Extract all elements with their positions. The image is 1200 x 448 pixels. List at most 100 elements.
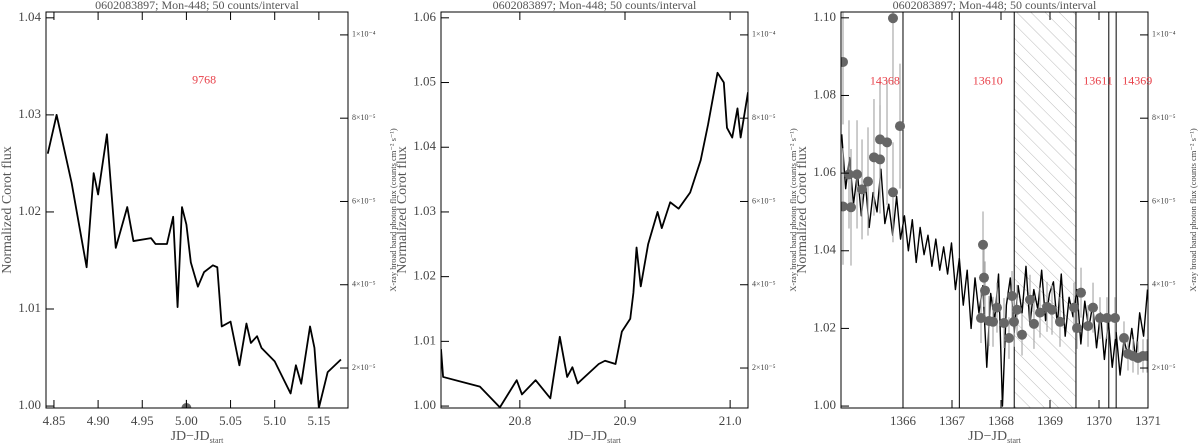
x-tick-label: 1371 (1135, 413, 1161, 428)
y-tick-label: 1.03 (18, 106, 41, 121)
y-tick-label: 1.01 (413, 332, 436, 347)
x-tick-label: 5.15 (307, 413, 330, 428)
data-point (1083, 320, 1094, 331)
data-point (975, 313, 986, 324)
x-axis-label: JD−JDstart (568, 429, 622, 445)
y2-tick-label: 2×10⁻⁵ (352, 363, 376, 372)
data-point (1003, 333, 1014, 344)
data-point (1034, 307, 1045, 318)
x-tick-label: 5.10 (263, 413, 286, 428)
y2-axis-label: X-ray broad band photon flux (counts cm⁻… (388, 128, 398, 292)
x-tick-label: 20.8 (508, 413, 531, 428)
data-line (46, 113, 342, 408)
plot-frame (840, 11, 1149, 409)
plot-area (46, 113, 342, 408)
data-point (887, 187, 898, 198)
y2-tick-label: 8×10⁻⁵ (352, 113, 376, 122)
data-point (980, 285, 991, 296)
data-point (1025, 294, 1036, 305)
y2-tick-label: 8×10⁻⁵ (752, 113, 776, 122)
y-tick-label: 1.06 (413, 9, 436, 24)
data-point (887, 13, 898, 24)
y2-tick-label: 6×10⁻⁵ (1152, 196, 1176, 205)
y-tick-label: 1.00 (813, 397, 836, 412)
x-tick-label: 1367 (939, 413, 966, 428)
data-point (841, 201, 849, 212)
data-line (441, 71, 748, 408)
y-axis-label: Normalized Corot flux (795, 146, 810, 274)
y2-tick-label: 8×10⁻⁵ (1152, 113, 1176, 122)
x-tick-label: 1368 (988, 413, 1014, 428)
y2-tick-label: 1×10⁻⁴ (352, 30, 376, 39)
x-axis-label-sub: start (1007, 436, 1022, 445)
x-axis-label-main: JD−JD (568, 429, 607, 444)
y-tick-label: 1.06 (813, 164, 836, 179)
data-point (1028, 318, 1039, 329)
x-tick-label: 1369 (1037, 413, 1063, 428)
x-axis-label: JD−JDstart (171, 429, 225, 445)
y2-tick-label: 4×10⁻⁵ (352, 280, 376, 289)
data-point (875, 154, 886, 165)
y2-tick-label: 4×10⁻⁵ (752, 280, 776, 289)
data-point (978, 272, 989, 283)
panel-title: 0602083897; Mon-448; 50 counts/interval (493, 0, 697, 12)
data-point (1012, 304, 1023, 315)
x-axis-label: JD−JDstart (968, 429, 1022, 445)
y2-tick-label: 2×10⁻⁵ (752, 363, 776, 372)
data-point (1088, 302, 1099, 313)
y-tick-label: 1.01 (18, 300, 41, 315)
panel-title: 0602083897; Mon-448; 50 counts/interval (95, 0, 299, 12)
data-point (1069, 302, 1080, 313)
data-point (1094, 313, 1105, 324)
data-point (841, 56, 849, 67)
data-point (1142, 350, 1148, 361)
data-point (1110, 313, 1121, 324)
data-point (845, 202, 856, 213)
plot-area (841, 12, 1148, 408)
data-point (1047, 304, 1058, 315)
data-point (1017, 329, 1028, 340)
y-tick-label: 1.04 (413, 138, 436, 153)
annotation: 13611 (1083, 74, 1113, 88)
x-tick-label: 21.0 (719, 413, 742, 428)
shaded-span (1014, 12, 1076, 408)
y-tick-label: 1.10 (813, 9, 836, 24)
data-point (998, 318, 1009, 329)
data-point (1007, 290, 1018, 301)
x-axis-label-main: JD−JD (968, 429, 1007, 444)
data-point (1054, 316, 1065, 327)
y2-tick-label: 6×10⁻⁵ (752, 196, 776, 205)
data-point (852, 169, 863, 180)
data-point (978, 239, 989, 250)
x-tick-label: 5.05 (219, 413, 242, 428)
y-tick-label: 1.04 (813, 242, 836, 257)
data-point (882, 137, 893, 148)
data-point (1101, 313, 1112, 324)
y-axis-label: Normalized Corot flux (0, 146, 15, 274)
y-tick-label: 1.08 (813, 86, 836, 101)
data-point (857, 184, 868, 195)
x-tick-label: 20.9 (614, 413, 637, 428)
x-tick-label: 4.85 (43, 413, 66, 428)
x-tick-label: 4.95 (131, 413, 154, 428)
y-tick-label: 1.00 (18, 397, 41, 412)
data-point (1076, 287, 1087, 298)
y2-tick-label: 1×10⁻⁴ (752, 30, 776, 39)
y2-tick-label: 2×10⁻⁵ (1152, 363, 1176, 372)
annotation: 13610 (973, 74, 1003, 88)
annotation: 9768 (192, 73, 216, 87)
annotation: 14369 (1122, 74, 1152, 88)
x-tick-label: 5.00 (175, 413, 198, 428)
y2-axis-label: X-ray broad band photon flux (counts cm⁻… (1188, 128, 1198, 292)
y2-tick-label: 1×10⁻⁴ (1152, 30, 1176, 39)
data-point (863, 176, 874, 187)
x-tick-label: 1370 (1086, 413, 1112, 428)
y-axis-label: Normalized Corot flux (395, 146, 410, 274)
x-tick-label: 1366 (890, 413, 917, 428)
y-tick-label: 1.00 (413, 397, 436, 412)
x-tick-label: 4.90 (87, 413, 110, 428)
x-axis-label-sub: start (607, 436, 622, 445)
data-point (1118, 333, 1129, 344)
y-tick-label: 1.02 (413, 268, 436, 283)
